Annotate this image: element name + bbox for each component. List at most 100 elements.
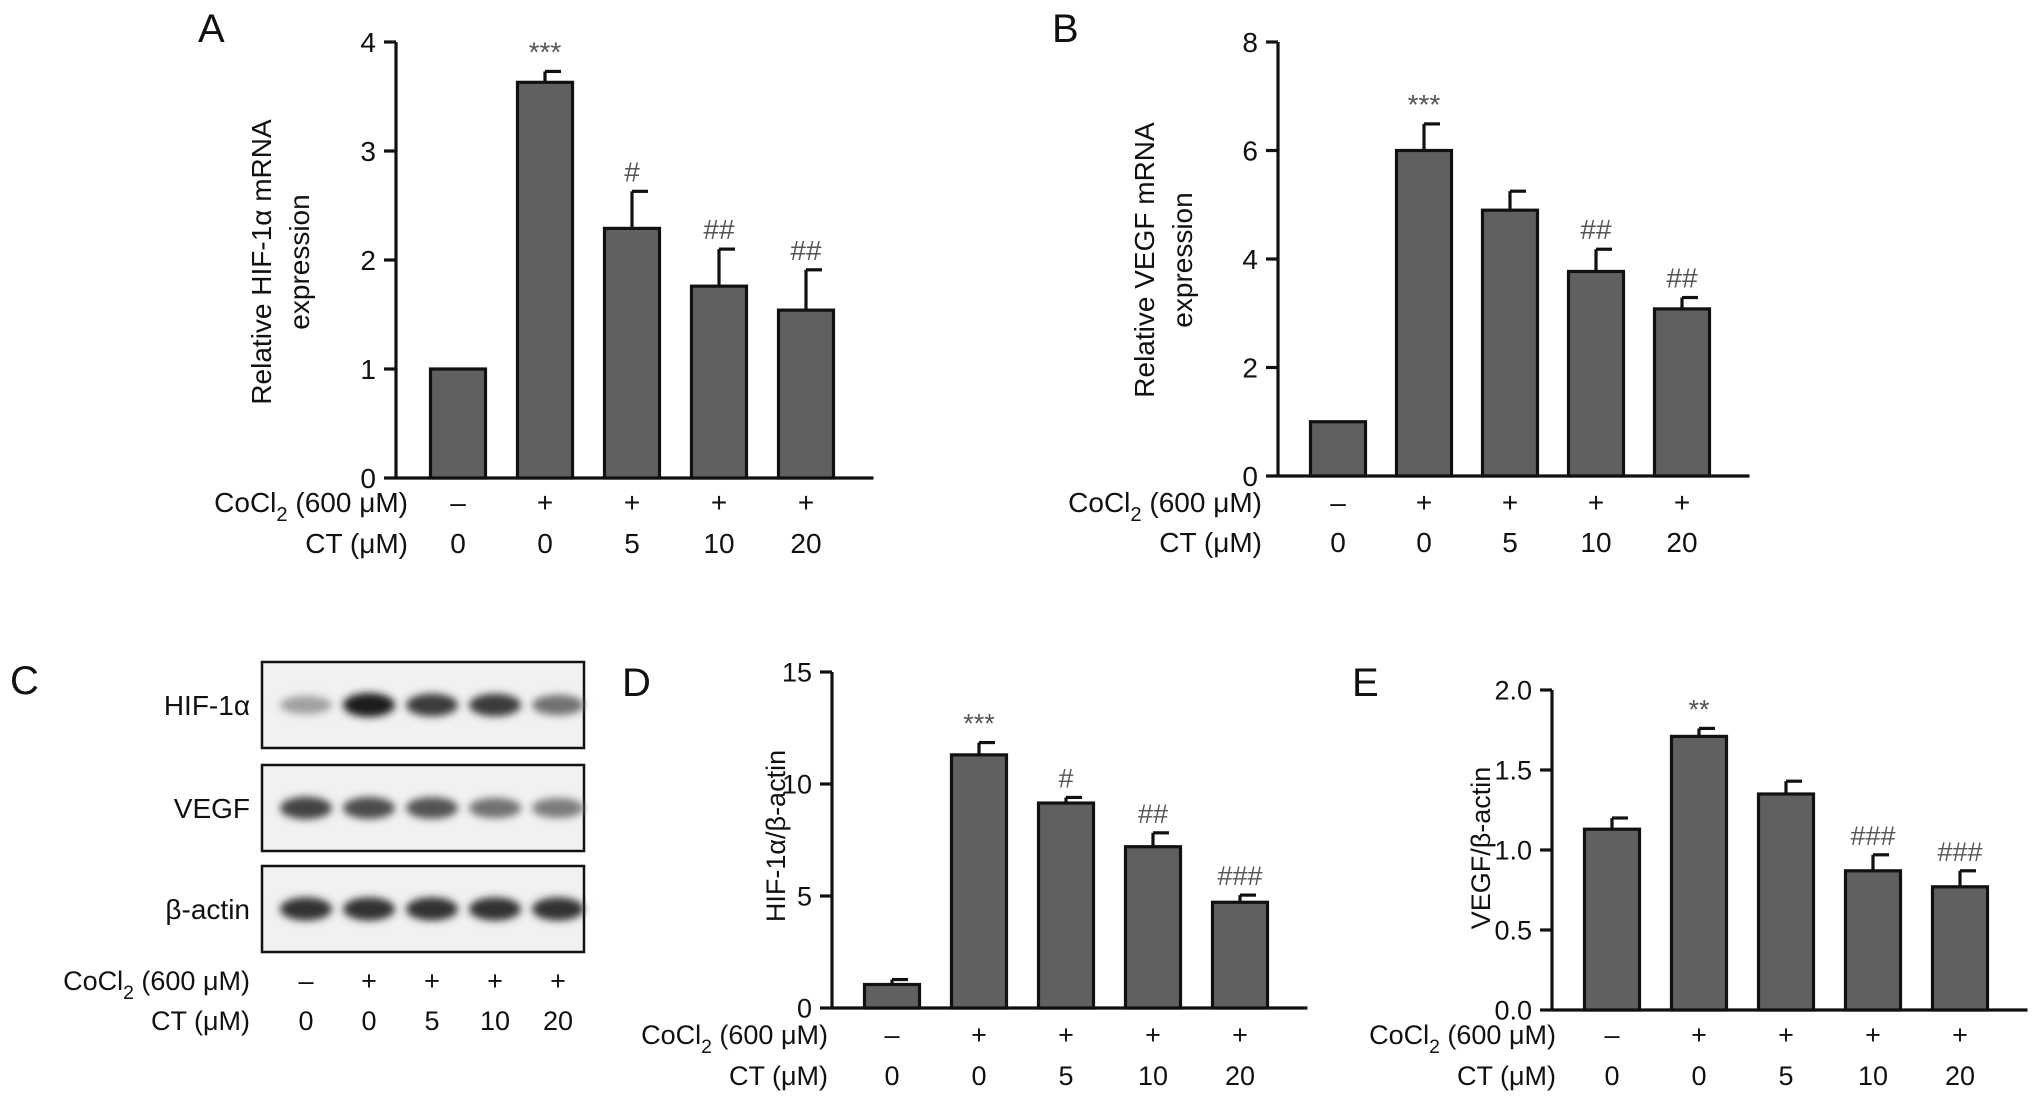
blot-band xyxy=(343,897,395,921)
condition-value-cocl2: + xyxy=(1145,1020,1161,1050)
bar xyxy=(1930,885,1990,1012)
condition-value-ct: 0 xyxy=(537,528,553,559)
blot-band xyxy=(280,796,332,820)
chart-e-vegf-protein: 0.00.51.01.52.0VEGF/β-actin**######CoCl2… xyxy=(1369,676,2028,1091)
blot-condition-label-cocl2-main: CoCl xyxy=(63,966,123,996)
blot-condition-value-ct: 20 xyxy=(543,1006,573,1036)
condition-value-cocl2: + xyxy=(711,487,727,518)
blot-band xyxy=(406,797,458,819)
condition-value-cocl2: + xyxy=(1588,487,1604,518)
condition-label-cocl2-sub: 2 xyxy=(1130,504,1141,526)
blot-band xyxy=(406,897,458,921)
condition-value-ct: 0 xyxy=(1604,1061,1619,1091)
bar xyxy=(428,367,488,480)
condition-label-cocl2-tail: (600 μM) xyxy=(1440,1020,1556,1050)
y-tick-label: 0.0 xyxy=(1494,996,1532,1026)
condition-value-ct: 0 xyxy=(971,1061,986,1091)
bar xyxy=(1394,148,1454,478)
bar xyxy=(1669,734,1729,1012)
condition-value-ct: 10 xyxy=(1580,527,1611,558)
y-axis-label: expression xyxy=(284,194,315,329)
blot-condition-label-cocl2-tail: (600 μM) xyxy=(134,966,250,996)
panel-letter-e: E xyxy=(1352,661,1379,705)
y-tick-label: 4 xyxy=(360,27,376,58)
condition-label-cocl2-tail: (600 μM) xyxy=(288,487,408,518)
y-tick-label: 1 xyxy=(360,354,376,385)
y-tick-label: 3 xyxy=(360,136,376,167)
bar xyxy=(1582,827,1642,1012)
condition-value-ct: 5 xyxy=(624,528,640,559)
condition-value-ct: 10 xyxy=(703,528,734,559)
chart-b-vegf-mrna: 0 2 4 6 8 Relative VEGF mRNA expression *** ## ##… xyxy=(1068,27,1750,558)
condition-label-cocl2-main: CoCl xyxy=(641,1020,701,1050)
condition-value-cocl2: – xyxy=(1330,487,1346,518)
condition-value-cocl2: + xyxy=(624,487,640,518)
condition-label-cocl2: CoCl2 (600 μM) xyxy=(641,1020,828,1058)
y-tick-label: 2 xyxy=(1242,353,1258,384)
bar xyxy=(1210,900,1270,1010)
blot-band xyxy=(343,693,395,717)
y-axis-label: Relative HIF-1α mRNA xyxy=(246,119,277,405)
y-tick-label: 8 xyxy=(1242,27,1258,58)
condition-label-cocl2-sub: 2 xyxy=(1429,1036,1440,1058)
condition-value-ct: 20 xyxy=(1666,527,1697,558)
bar xyxy=(1123,845,1183,1010)
condition-value-ct: 0 xyxy=(450,528,466,559)
bar xyxy=(1036,801,1096,1010)
condition-value-cocl2: + xyxy=(537,487,553,518)
blot-band xyxy=(469,693,521,717)
blot-band xyxy=(406,693,458,717)
blot-condition-value-ct: 0 xyxy=(298,1006,313,1036)
condition-value-ct: 0 xyxy=(1416,527,1432,558)
condition-value-ct: 5 xyxy=(1502,527,1518,558)
blot-condition-value-ct: 5 xyxy=(424,1006,439,1036)
blot-band xyxy=(280,695,332,715)
condition-value-ct: 5 xyxy=(1058,1061,1073,1091)
condition-value-ct: 20 xyxy=(1945,1061,1975,1091)
condition-value-cocl2: – xyxy=(884,1020,899,1050)
condition-value-ct: 10 xyxy=(1138,1061,1168,1091)
blot-condition-value-cocl2: + xyxy=(361,966,377,996)
condition-value-cocl2: + xyxy=(1691,1020,1707,1050)
blot-band xyxy=(343,797,395,819)
y-tick-label: 0.5 xyxy=(1494,916,1532,946)
bar xyxy=(1566,269,1626,478)
condition-value-ct: 0 xyxy=(1691,1061,1706,1091)
y-tick-label: 2 xyxy=(360,245,376,276)
y-axis-label: Relative VEGF mRNA xyxy=(1129,122,1160,398)
significance-label: ## xyxy=(790,235,822,266)
bar xyxy=(1308,420,1368,478)
bar xyxy=(515,80,575,480)
blot-row-label: VEGF xyxy=(174,793,250,824)
blot-condition-label-cocl2: CoCl2 (600 μM) xyxy=(63,966,250,1004)
blot-band xyxy=(532,694,584,716)
bar xyxy=(1756,792,1816,1012)
significance-label: ## xyxy=(703,214,735,245)
bar xyxy=(689,284,749,480)
significance-label: ### xyxy=(1937,837,1982,867)
significance-label: *** xyxy=(1408,89,1441,120)
y-tick-label: 2.0 xyxy=(1494,676,1532,706)
blot-condition-value-cocl2: + xyxy=(487,966,503,996)
blot-condition-value-ct: 0 xyxy=(361,1006,376,1036)
panel-letter-b: B xyxy=(1052,7,1079,51)
condition-label-cocl2-tail: (600 μM) xyxy=(1142,487,1262,518)
condition-label-cocl2-main: CoCl xyxy=(1068,487,1130,518)
condition-value-cocl2: + xyxy=(1778,1020,1794,1050)
condition-value-ct: 0 xyxy=(884,1061,899,1091)
panel-letter-d: D xyxy=(622,661,651,705)
y-tick-label: 0 xyxy=(1242,461,1258,492)
condition-value-cocl2: + xyxy=(1232,1020,1248,1050)
significance-label: ### xyxy=(1850,821,1895,851)
bar xyxy=(949,753,1009,1010)
panel-letter-c: C xyxy=(10,659,39,703)
significance-label: # xyxy=(1058,763,1073,793)
blot-band xyxy=(532,798,584,818)
condition-label-cocl2-tail: (600 μM) xyxy=(712,1020,828,1050)
y-tick-label: 6 xyxy=(1242,136,1258,167)
significance-label: # xyxy=(624,156,640,187)
y-tick-label: 1.5 xyxy=(1494,756,1532,786)
blot-condition-label-ct: CT (μM) xyxy=(151,1006,250,1036)
